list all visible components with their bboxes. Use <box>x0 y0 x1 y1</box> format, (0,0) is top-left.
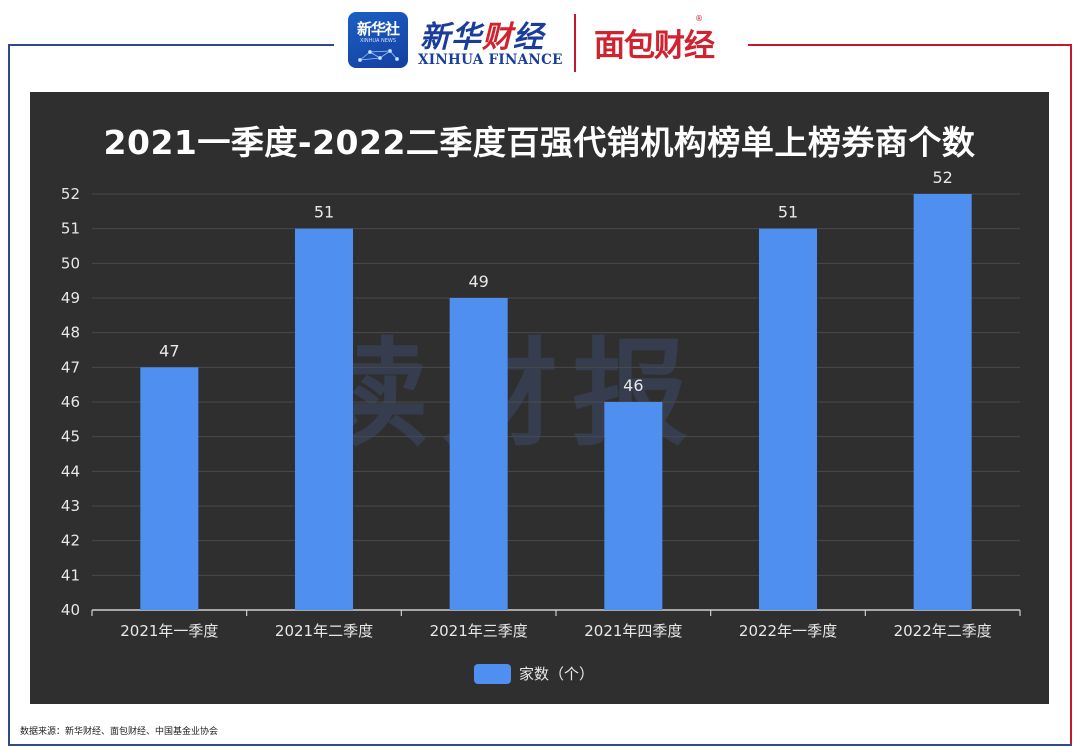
bar <box>759 228 817 610</box>
data-label: 52 <box>932 168 952 187</box>
xinhua-badge-subtext: XINHUA NEWS <box>359 38 397 44</box>
y-tick-label: 43 <box>61 497 80 515</box>
y-tick-label: 49 <box>61 289 80 307</box>
bar <box>295 228 353 610</box>
chart-title: 2021一季度-2022二季度百强代销机构榜单上榜券商个数 <box>103 123 976 162</box>
y-tick-label: 42 <box>61 532 80 550</box>
registered-mark: ® <box>695 14 703 23</box>
y-tick-label: 45 <box>61 428 80 446</box>
frame-right-line <box>1070 44 1072 746</box>
x-tick-label: 2021年二季度 <box>275 622 373 640</box>
mianbao-finance-logo: 面包财经 <box>594 28 715 64</box>
bar <box>140 367 199 610</box>
chart-panel: 读财报 40414243444546474849505152472021年一季度… <box>30 92 1049 704</box>
y-tick-label: 41 <box>61 566 80 584</box>
y-tick-label: 52 <box>61 185 80 203</box>
header-logos: 新华社 XINHUA NEWS 新华财经 XINHUA FINANCE 面包财经… <box>338 6 742 72</box>
xinhua-news-logo: 新华社 XINHUA NEWS <box>348 12 408 68</box>
frame-top-left-line <box>8 44 334 46</box>
data-label: 46 <box>623 376 643 395</box>
y-tick-label: 50 <box>61 254 80 272</box>
x-tick-label: 2021年一季度 <box>120 622 218 640</box>
xinhua-finance-logo-cn: 新华财经 <box>420 20 544 55</box>
xinhua-badge-text: 新华社 <box>356 20 400 38</box>
bar <box>604 402 663 610</box>
y-tick-label: 44 <box>61 462 80 480</box>
x-tick-label: 2022年一季度 <box>739 622 837 640</box>
x-tick-label: 2021年三季度 <box>430 622 528 640</box>
data-label: 47 <box>159 341 179 360</box>
bar-chart: 40 41 42 43 44 45 46 47 48 49 50 51 52 47 2021年一季度 51 20… <box>61 168 1021 640</box>
y-tick-label: 47 <box>61 358 80 376</box>
y-tick-label: 48 <box>61 324 80 342</box>
xinhua-finance-logo-en: XINHUA FINANCE <box>418 52 563 68</box>
legend-swatch <box>474 664 511 684</box>
network-icon <box>358 48 400 62</box>
x-tick-label: 2022年二季度 <box>894 622 992 640</box>
bar <box>913 194 972 610</box>
y-tick-label: 40 <box>61 601 80 619</box>
frame-bottom-line <box>8 744 1072 746</box>
logo-divider <box>574 14 576 72</box>
x-tick-label: 2021年四季度 <box>584 622 682 640</box>
bar <box>449 298 508 610</box>
data-label: 51 <box>778 203 798 222</box>
frame-left-line <box>8 44 10 746</box>
frame-top-right-line <box>748 44 1072 46</box>
y-tick-label: 51 <box>61 220 80 238</box>
data-label: 49 <box>468 272 488 291</box>
legend-label: 家数（个） <box>519 665 595 683</box>
data-label: 51 <box>314 203 334 222</box>
source-note: 数据来源：新华财经、面包财经、中国基金业协会 <box>20 727 219 737</box>
y-tick-label: 46 <box>61 393 80 411</box>
